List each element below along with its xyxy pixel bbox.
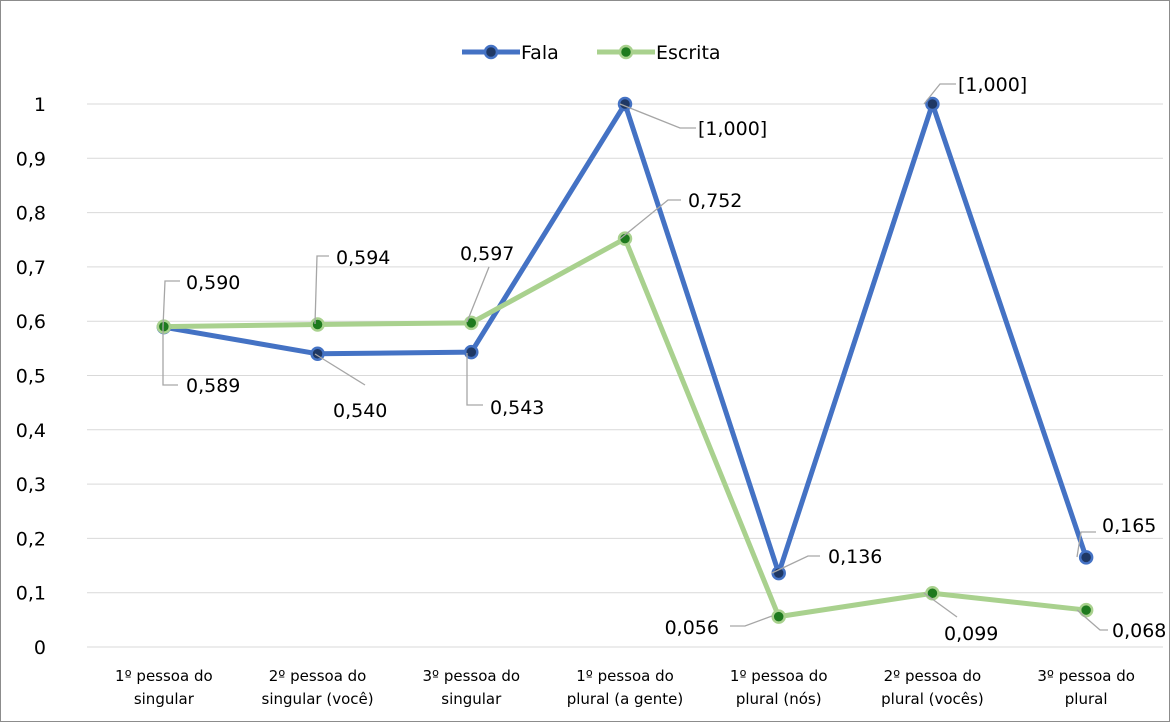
y-tick-label: 0,6 [16,311,46,333]
y-tick-label: 1 [34,94,46,116]
legend-label: Fala [521,42,559,64]
y-tick-label: 0,2 [16,528,46,550]
legend-marker [618,44,634,60]
y-tick-label: 0,3 [16,474,46,496]
x-tick-label: plural (nós) [736,690,822,708]
x-tick-label: 3º pessoa do [422,667,520,685]
data-point [771,609,786,624]
data-point [617,231,633,246]
series-line-fala [163,101,1089,576]
data-label: 0,589 [186,375,240,397]
label-leader-line [771,555,820,574]
data-point [464,315,479,331]
data-point [464,344,479,360]
x-tick-label: plural (vocês) [881,690,984,708]
data-point [310,317,325,332]
label-leader-line [619,103,696,129]
data-point [1078,602,1094,618]
label-leader-line [314,255,329,325]
label-leader-line [162,280,180,328]
data-label: [1,000] [698,118,767,140]
y-tick-label: 0 [34,637,46,659]
label-leader-line [923,592,958,618]
x-tick-label: 1º pessoa do [730,667,828,685]
data-point [925,96,940,112]
data-label: [1,000] [958,74,1027,96]
data-point [1078,550,1094,565]
x-tick-label: 2º pessoa do [884,667,982,685]
x-tick-label: singular (você) [262,690,374,708]
x-tick-label: singular [134,690,195,708]
data-label: 0,099 [944,623,998,645]
label-leader-line [466,266,490,323]
data-label: 0,590 [186,272,240,294]
y-tick-label: 0,8 [16,203,46,225]
x-tick-label: 1º pessoa do [576,667,674,685]
data-label: 0,543 [490,397,544,419]
label-leader-line [162,327,178,386]
data-label: 0,594 [336,247,390,269]
data-point [925,585,940,601]
data-label: 0,165 [1102,515,1156,537]
data-label: 0,056 [665,617,719,639]
x-tick-label: plural (a gente) [567,690,684,708]
series-line-escrita [163,236,1087,620]
y-tick-label: 0,1 [16,583,46,605]
x-tick-label: 3º pessoa do [1037,667,1135,685]
data-label: 0,136 [828,546,882,568]
label-leader-line [619,199,681,240]
label-leader-line [314,353,366,386]
label-leader-line [730,615,773,627]
x-tick-label: 1º pessoa do [115,667,213,685]
x-tick-label: plural [1065,690,1108,708]
legend-marker [483,44,499,60]
y-tick-label: 0,4 [16,420,46,442]
data-label: 0,597 [460,243,514,265]
label-leader-line [1076,531,1096,558]
y-tick-label: 0,5 [16,366,46,388]
x-tick-label: singular [441,690,502,708]
data-label: 0,068 [1112,620,1166,642]
label-leader-line [466,353,483,406]
data-point [771,565,786,581]
label-leader-line [1076,609,1108,631]
x-tick-label: 2º pessoa do [269,667,367,685]
label-leader-line [923,83,956,105]
legend-label: Escrita [656,42,721,64]
y-tick-label: 0,7 [16,257,46,279]
data-point [156,319,172,334]
y-tick-label: 0,9 [16,148,46,170]
data-label: 0,752 [688,190,742,212]
data-label: 0,540 [333,400,387,422]
